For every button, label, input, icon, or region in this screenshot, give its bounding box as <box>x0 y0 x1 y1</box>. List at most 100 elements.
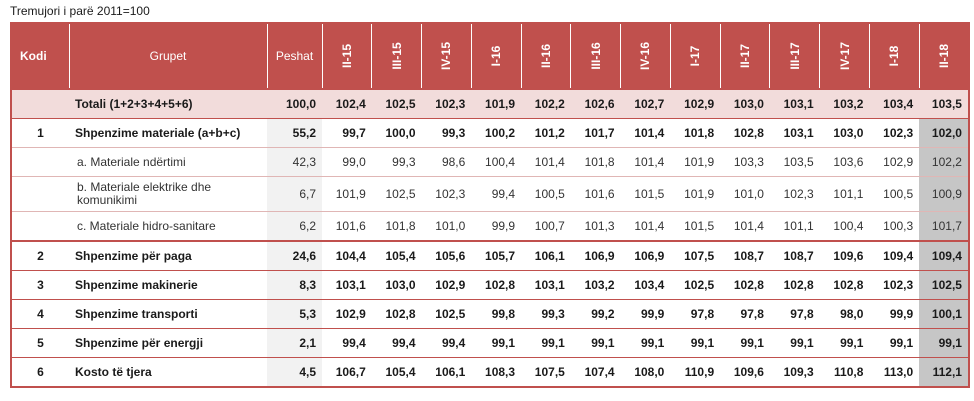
cell-value: 103,5 <box>919 88 969 119</box>
cell-value: 101,9 <box>670 176 721 212</box>
cell-value: 108,7 <box>720 240 770 271</box>
cell-value: 102,8 <box>720 118 770 148</box>
cell-value: 102,4 <box>322 88 372 119</box>
cell-value: 101,4 <box>620 211 671 241</box>
cell-peshat: 100,0 <box>267 88 322 119</box>
cell-value: 99,1 <box>819 328 870 358</box>
cell-value: 102,9 <box>869 147 920 177</box>
cell-value: 103,1 <box>769 88 820 119</box>
cell-value: 99,1 <box>670 328 721 358</box>
cell-grupet: a. Materiale ndërtimi <box>69 147 267 177</box>
header-period-label: I-17 <box>688 45 703 67</box>
header-period-label: I-16 <box>489 45 504 67</box>
cell-value: 109,6 <box>819 240 870 271</box>
cell-value: 102,0 <box>919 118 969 148</box>
header-period-label: IV-17 <box>837 41 852 71</box>
cell-value: 99,9 <box>620 299 671 329</box>
cell-value: 108,7 <box>769 240 820 271</box>
header-period: II-17 <box>720 23 771 89</box>
cell-grupet: c. Materiale hidro-sanitare <box>69 211 267 241</box>
cell-value: 99,1 <box>471 328 522 358</box>
header-period-label: III-15 <box>389 42 404 70</box>
cell-value: 101,5 <box>670 211 721 241</box>
cell-value: 102,7 <box>620 88 671 119</box>
table-row: 3 Shpenzime makinerie 8,3 103,1 103,0 102,9 10… <box>11 270 969 300</box>
cell-value: 106,9 <box>570 240 621 271</box>
cell-value: 102,3 <box>869 118 920 148</box>
header-period-label: IV-16 <box>638 41 653 71</box>
cell-kodi <box>11 211 69 241</box>
table-row: c. Materiale hidro-sanitare 6,2 101,6 101,8… <box>11 211 969 241</box>
cell-value: 101,6 <box>322 211 372 241</box>
table-caption: Tremujori i parë 2011=100 <box>10 4 150 18</box>
cell-value: 102,8 <box>720 270 770 300</box>
cell-value: 100,2 <box>471 118 522 148</box>
cell-value: 101,2 <box>521 118 571 148</box>
cell-value: 99,9 <box>471 211 522 241</box>
cell-peshat: 4,5 <box>267 357 322 387</box>
cell-value: 102,9 <box>421 270 472 300</box>
cell-value: 101,8 <box>570 147 621 177</box>
cell-grupet: b. Materiale elektrike dhe komunikimi <box>69 176 267 212</box>
cell-value: 102,5 <box>371 88 422 119</box>
table-row: 5 Shpenzime për energji 2,1 99,4 99,4 99,4 99,… <box>11 328 969 358</box>
price-index-table: Kodi Grupet Peshat II-15 III-15 IV-15 I-16 I… <box>10 22 970 388</box>
cell-value: 102,3 <box>421 176 472 212</box>
cell-peshat: 6,2 <box>267 211 322 241</box>
cell-value: 99,1 <box>919 328 969 358</box>
cell-value: 99,0 <box>322 147 372 177</box>
cell-value: 101,0 <box>421 211 472 241</box>
cell-value: 103,4 <box>620 270 671 300</box>
cell-value: 107,4 <box>570 357 621 387</box>
header-period-label: II-15 <box>339 43 354 69</box>
cell-kodi: 3 <box>11 270 69 300</box>
cell-value: 101,8 <box>670 118 721 148</box>
cell-value: 102,6 <box>570 88 621 119</box>
cell-value: 99,1 <box>720 328 770 358</box>
cell-value: 101,0 <box>720 176 770 212</box>
cell-value: 101,4 <box>720 211 770 241</box>
header-period: IV-17 <box>819 23 870 89</box>
cell-value: 107,5 <box>670 240 721 271</box>
cell-value: 100,9 <box>919 176 969 212</box>
table-row: a. Materiale ndërtimi 42,3 99,0 99,3 98,6 100… <box>11 147 969 177</box>
header-row: Kodi Grupet Peshat II-15 III-15 IV-15 I-16 I… <box>11 23 970 89</box>
header-period-label: II-18 <box>936 43 951 69</box>
cell-value: 110,9 <box>670 357 721 387</box>
cell-value: 102,3 <box>869 270 920 300</box>
cell-value: 97,8 <box>720 299 770 329</box>
cell-value: 99,4 <box>371 328 422 358</box>
cell-value: 99,3 <box>421 118 472 148</box>
cell-value: 105,4 <box>371 357 422 387</box>
cell-value: 103,1 <box>521 270 571 300</box>
cell-value: 100,5 <box>869 176 920 212</box>
cell-grupet: Shpenzime për paga <box>69 240 267 271</box>
cell-value: 112,1 <box>919 357 969 387</box>
cell-value: 103,1 <box>322 270 372 300</box>
cell-value: 102,9 <box>670 88 721 119</box>
cell-value: 98,6 <box>421 147 472 177</box>
cell-grupet: Shpenzime transporti <box>69 299 267 329</box>
cell-value: 101,1 <box>769 211 820 241</box>
cell-value: 103,2 <box>819 88 870 119</box>
cell-grupet: Kosto të tjera <box>69 357 267 387</box>
cell-value: 101,9 <box>322 176 372 212</box>
table-row: b. Materiale elektrike dhe komunikimi 6,7… <box>11 176 969 212</box>
header-period: III-16 <box>570 23 622 89</box>
cell-value: 102,9 <box>322 299 372 329</box>
cell-value: 102,8 <box>819 270 870 300</box>
cell-value: 99,1 <box>869 328 920 358</box>
header-peshat: Peshat <box>267 23 323 89</box>
cell-peshat: 24,6 <box>267 240 322 271</box>
cell-value: 100,3 <box>869 211 920 241</box>
cell-grupet: Shpenzime materiale (a+b+c) <box>69 118 267 148</box>
cell-value: 101,1 <box>819 176 870 212</box>
cell-value: 105,4 <box>371 240 422 271</box>
cell-value: 109,4 <box>869 240 920 271</box>
cell-value: 110,8 <box>819 357 870 387</box>
cell-value: 97,8 <box>670 299 721 329</box>
cell-value: 105,7 <box>471 240 522 271</box>
cell-grupet: Totali (1+2+3+4+5+6) <box>69 88 267 119</box>
cell-value: 98,0 <box>819 299 870 329</box>
header-period: II-18 <box>919 23 970 89</box>
